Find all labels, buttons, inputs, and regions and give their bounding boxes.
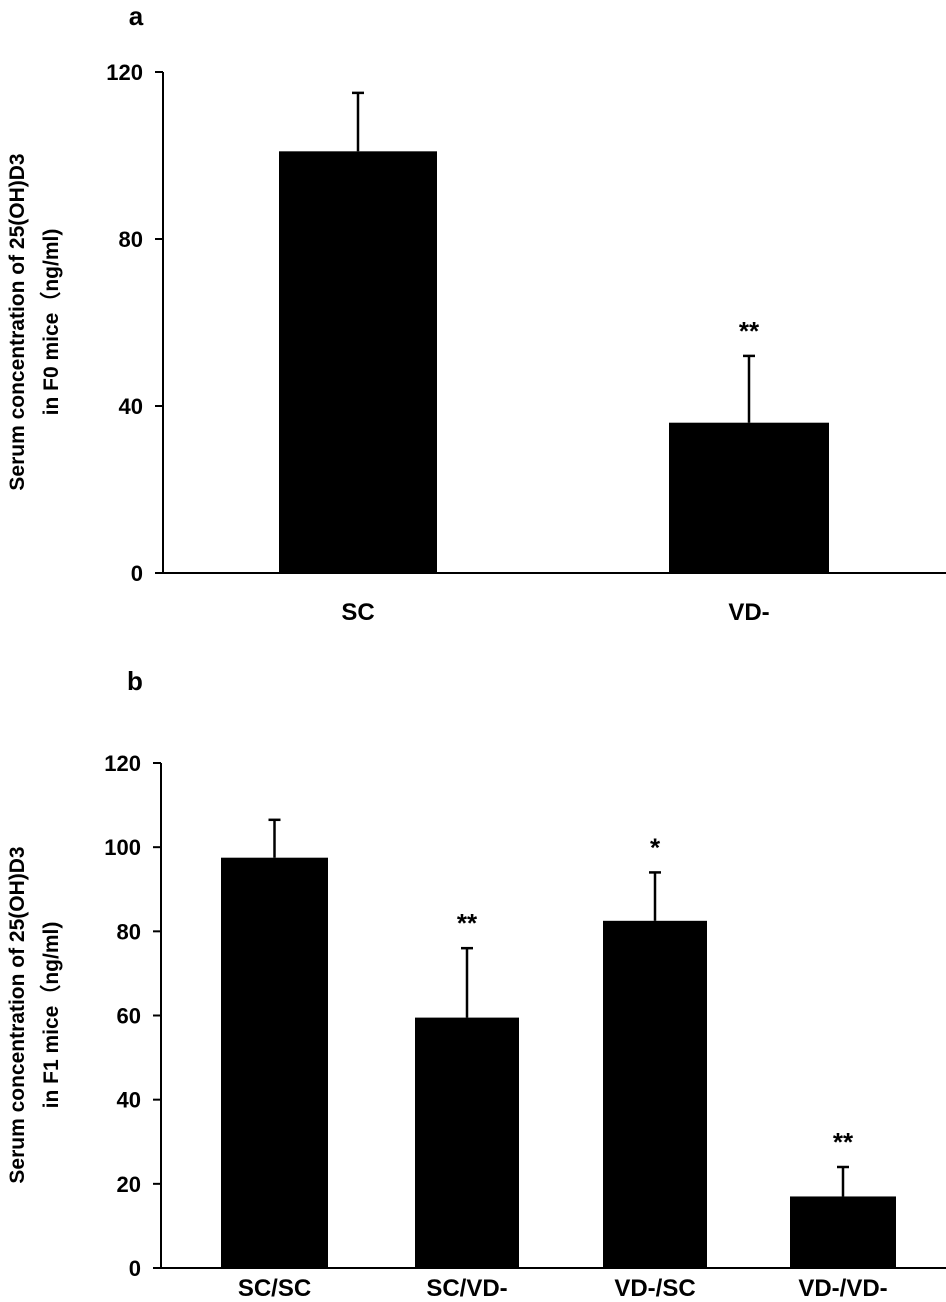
x-tick-label: SC <box>341 599 374 626</box>
x-tick-label: SC/VD- <box>426 1275 507 1302</box>
y-axis-label: Serum concentration of 25(OH)D3 <box>6 846 29 1183</box>
bar-sc-vd- <box>415 1017 519 1268</box>
significance-marker: ** <box>833 1127 854 1157</box>
y-tick-label: 80 <box>119 227 143 252</box>
panel-label: b <box>127 666 143 696</box>
y-axis-label: Serum concentration of 25(OH)D3 <box>6 153 29 490</box>
x-tick-label: VD- <box>728 599 769 626</box>
bar-sc <box>279 151 437 573</box>
x-tick-label: VD-/VD- <box>798 1275 887 1302</box>
significance-marker: ** <box>739 316 760 346</box>
y-tick-label: 60 <box>117 1004 141 1029</box>
y-axis-label: in F1 mice（ng/ml) <box>39 922 63 1109</box>
y-tick-label: 40 <box>117 1088 141 1113</box>
y-tick-label: 20 <box>117 1172 141 1197</box>
x-tick-label: SC/SC <box>238 1275 311 1302</box>
y-tick-label: 0 <box>129 1256 141 1281</box>
significance-marker: ** <box>457 908 478 938</box>
x-tick-label: VD-/SC <box>614 1275 695 1302</box>
y-tick-label: 100 <box>104 835 141 860</box>
bar-vd-sc <box>603 920 707 1268</box>
y-tick-label: 120 <box>106 60 143 85</box>
bar-vd- <box>669 422 829 573</box>
bar-sc-sc <box>221 857 328 1268</box>
panel-label: a <box>129 1 144 31</box>
y-tick-label: 40 <box>119 394 143 419</box>
bar-vd-vd- <box>790 1196 896 1268</box>
y-tick-label: 120 <box>104 751 141 776</box>
y-axis-label: in F0 mice（ng/ml) <box>39 229 63 416</box>
y-tick-label: 80 <box>117 919 141 944</box>
y-tick-label: 0 <box>131 561 143 586</box>
significance-marker: * <box>650 832 661 862</box>
